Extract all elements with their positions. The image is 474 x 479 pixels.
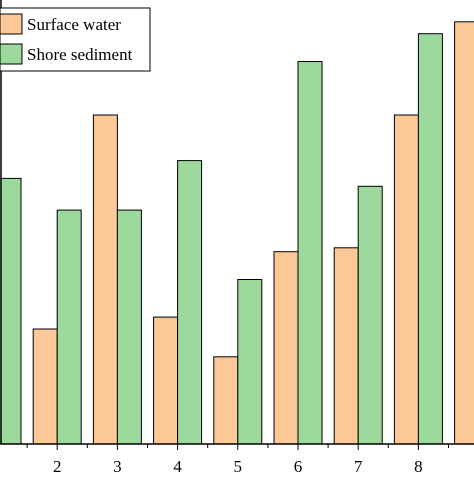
bar-shore-sediment-4 xyxy=(177,160,203,445)
bar-shore-sediment-8 xyxy=(417,33,443,445)
legend-label-shore-sediment: Shore sediment xyxy=(27,45,133,64)
bar-surface-water-2 xyxy=(32,328,58,445)
legend-box xyxy=(0,7,151,72)
x-tick-label-4: 4 xyxy=(173,457,182,474)
bar-surface-water-8 xyxy=(393,114,419,445)
legend: Surface water Shore sediment xyxy=(0,7,151,72)
bar-shore-sediment-6 xyxy=(297,61,323,445)
x-tick-label-3: 3 xyxy=(113,457,122,474)
bar-surface-water-9 xyxy=(454,21,474,445)
bar-surface-water-3 xyxy=(92,114,118,445)
bar-surface-water-5 xyxy=(213,356,239,445)
x-tick-label-7: 7 xyxy=(354,457,363,474)
bar-shore-sediment-3 xyxy=(116,209,142,445)
x-tick-label-8: 8 xyxy=(414,457,423,474)
legend-label-surface-water: Surface water xyxy=(27,15,121,34)
legend-swatch-shore-sediment xyxy=(0,43,23,65)
x-tick-label-6: 6 xyxy=(294,457,303,474)
bar-shore-sediment-2 xyxy=(56,209,82,445)
x-tick-label-2: 2 xyxy=(53,457,62,474)
bar-shore-sediment-5 xyxy=(237,279,263,445)
bar-surface-water-4 xyxy=(153,316,179,445)
bar-shore-sediment-7 xyxy=(357,185,383,445)
legend-swatch-surface-water xyxy=(0,13,23,35)
bars-layer xyxy=(0,21,474,445)
bar-surface-water-6 xyxy=(273,251,299,445)
bar-surface-water-7 xyxy=(333,247,359,445)
bar-shore-sediment-1 xyxy=(0,177,22,445)
x-tick-label-5: 5 xyxy=(234,457,243,474)
